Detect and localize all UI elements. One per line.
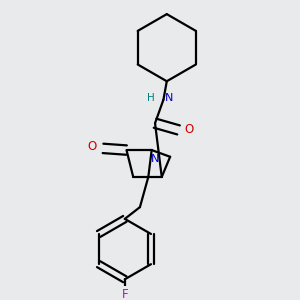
Text: O: O	[87, 140, 96, 153]
Text: N: N	[151, 154, 159, 164]
Text: O: O	[184, 123, 194, 136]
Text: H: H	[147, 93, 155, 103]
Text: N: N	[165, 93, 173, 103]
Text: F: F	[122, 288, 128, 300]
